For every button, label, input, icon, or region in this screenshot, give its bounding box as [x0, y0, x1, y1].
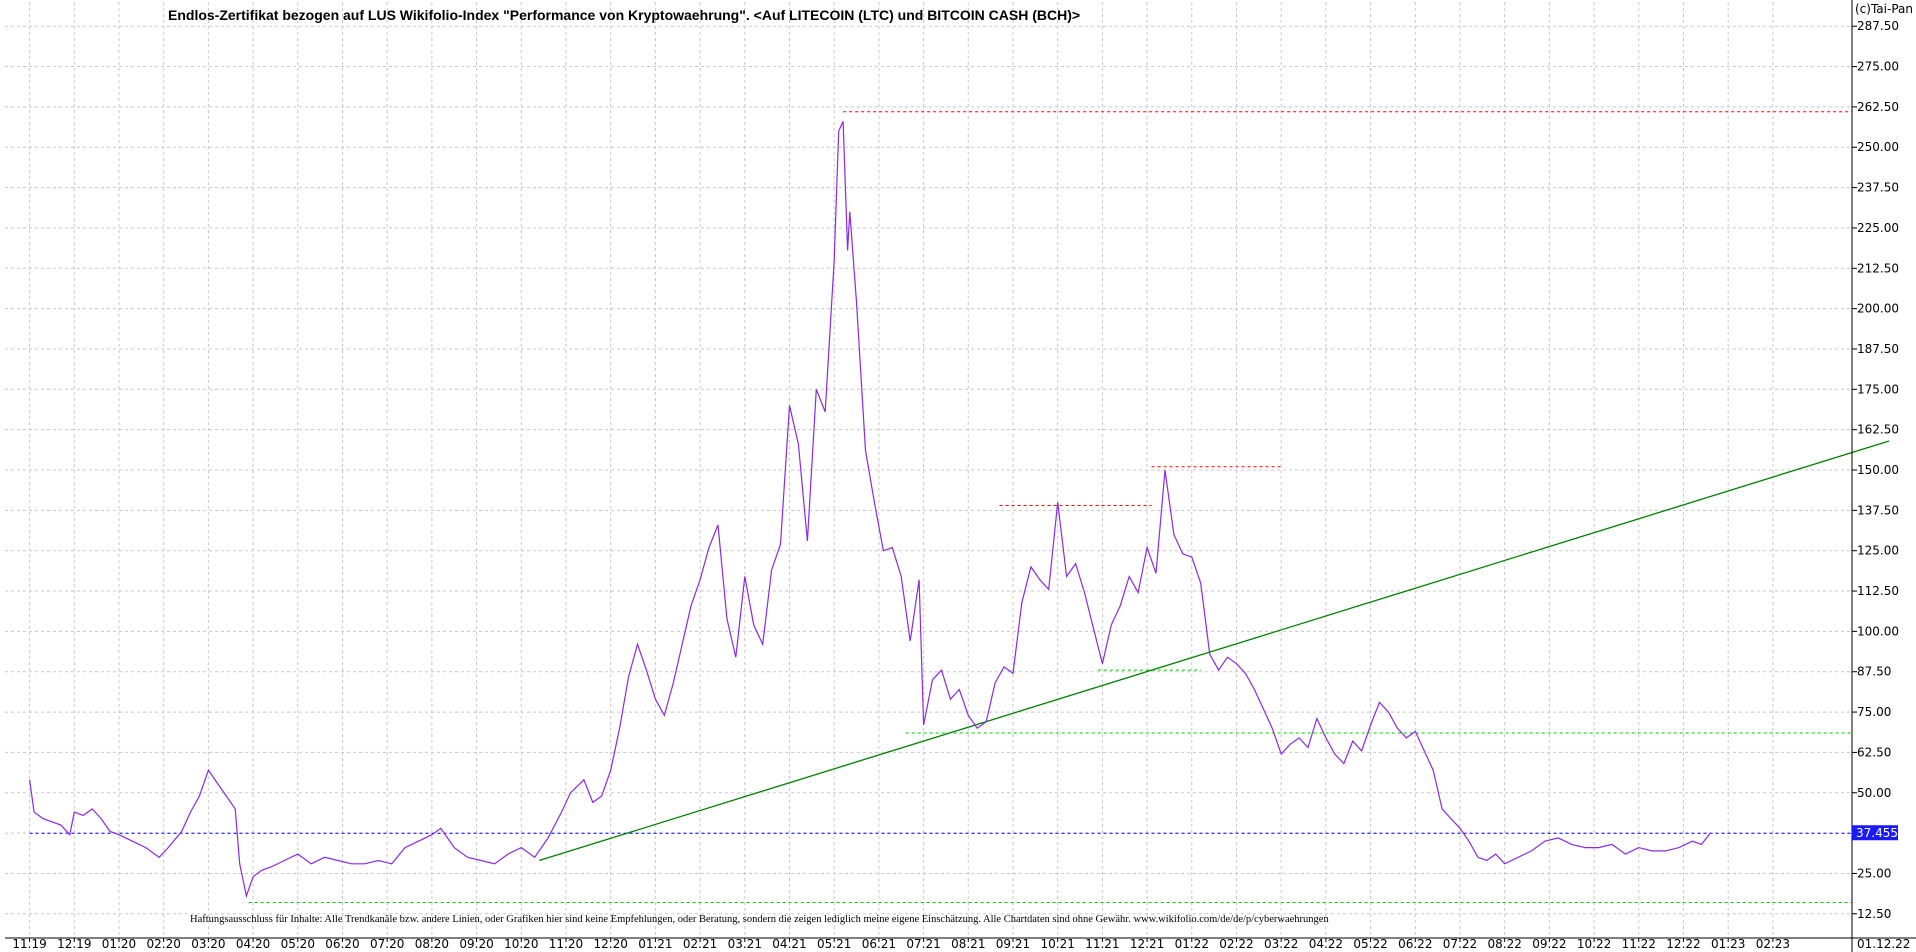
x-tick-label: 11.19 [12, 937, 46, 951]
x-tick-label: 02.20 [147, 937, 181, 951]
chart-title: Endlos-Zertifikat bezogen auf LUS Wikifo… [168, 7, 1080, 23]
x-tick-label: 10.22 [1577, 937, 1611, 951]
x-tick-label: 08.21 [951, 937, 985, 951]
x-tick-label: 12.19 [57, 937, 91, 951]
x-tick-label: 06.20 [325, 937, 359, 951]
y-tick-label: 275.00 [1857, 60, 1899, 74]
x-tick-label: 11.22 [1622, 937, 1656, 951]
x-tick-label: 03.22 [1264, 937, 1298, 951]
x-tick-label: 10.21 [1041, 937, 1075, 951]
x-tick-label: 07.21 [906, 937, 940, 951]
y-tick-label: 137.50 [1857, 503, 1899, 517]
annotation-lines [29, 111, 1890, 903]
y-tick-label: 12.50 [1857, 907, 1891, 921]
y-tick-label: 150.00 [1857, 463, 1899, 477]
y-tick-label: 237.50 [1857, 181, 1899, 195]
y-tick-label: 212.50 [1857, 261, 1899, 275]
x-tick-label: 09.20 [459, 937, 493, 951]
axes: 12.5025.0037.5050.0062.5075.0087.50100.0… [5, 0, 1916, 952]
x-tick-label: 07.22 [1443, 937, 1477, 951]
y-tick-label: 187.50 [1857, 342, 1899, 356]
x-tick-label: 02.23 [1756, 937, 1790, 951]
x-tick-label: 09.21 [996, 937, 1030, 951]
y-tick-label: 200.00 [1857, 302, 1899, 316]
y-tick-label: 112.50 [1857, 584, 1899, 598]
last-value-badge: 37.455 [1852, 825, 1898, 841]
x-tick-label: 02.22 [1219, 937, 1253, 951]
x-tick-label: 08.20 [415, 937, 449, 951]
x-tick-label: 11.20 [549, 937, 583, 951]
x-tick-label: 01.20 [102, 937, 136, 951]
trend-line [538, 440, 1890, 862]
x-tick-label: 04.21 [772, 937, 806, 951]
last-value-box [1852, 825, 1898, 841]
x-tick-label: 12.21 [1130, 937, 1164, 951]
price-series [29, 121, 1711, 899]
x-tick-label: 04.20 [236, 937, 270, 951]
x-tick-label: 06.22 [1398, 937, 1432, 951]
y-tick-label: 175.00 [1857, 382, 1899, 396]
x-tick-label: 05.20 [281, 937, 315, 951]
y-tick-label: 62.50 [1857, 745, 1891, 759]
x-tick-label: 12.22 [1666, 937, 1700, 951]
last-value-label: 37.455 [1856, 826, 1898, 840]
y-tick-label: 262.50 [1857, 100, 1899, 114]
y-tick-label: 250.00 [1857, 140, 1899, 154]
x-tick-label: 05.21 [817, 937, 851, 951]
x-tick-label: 09.22 [1532, 937, 1566, 951]
y-tick-label: 125.00 [1857, 544, 1899, 558]
x-tick-label: 05.22 [1353, 937, 1387, 951]
x-tick-label: 04.22 [1309, 937, 1343, 951]
x-tick-label: 10.20 [504, 937, 538, 951]
y-tick-label: 25.00 [1857, 866, 1891, 880]
x-tick-label: 03.21 [728, 937, 762, 951]
y-tick-label: 225.00 [1857, 221, 1899, 235]
y-tick-label: 87.50 [1857, 665, 1891, 679]
x-tick-label: 06.21 [862, 937, 896, 951]
disclaimer-text: Haftungsausschluss für Inhalte: Alle Tre… [190, 914, 1329, 925]
y-tick-label: 162.50 [1857, 423, 1899, 437]
x-tick-label: 01.21 [638, 937, 672, 951]
x-tick-label: 03.20 [191, 937, 225, 951]
x-tick-label: 01.22 [1175, 937, 1209, 951]
x-tick-label: 08.22 [1488, 937, 1522, 951]
y-tick-label: 287.50 [1857, 19, 1899, 33]
x-tick-label: 01.23 [1711, 937, 1745, 951]
y-tick-label: 100.00 [1857, 624, 1899, 638]
y-tick-label: 75.00 [1857, 705, 1891, 719]
x-tick-label: 01.12.22 [1857, 937, 1910, 951]
x-tick-label: 07.20 [370, 937, 404, 951]
x-tick-label: 11.21 [1085, 937, 1119, 951]
grid-lines [5, 2, 1852, 938]
x-tick-label: 12.20 [594, 937, 628, 951]
copyright-label: (c)Tai-Pan [1855, 2, 1913, 16]
price-line [29, 121, 1711, 899]
y-tick-label: 50.00 [1857, 786, 1891, 800]
x-tick-label: 02.21 [683, 937, 717, 951]
